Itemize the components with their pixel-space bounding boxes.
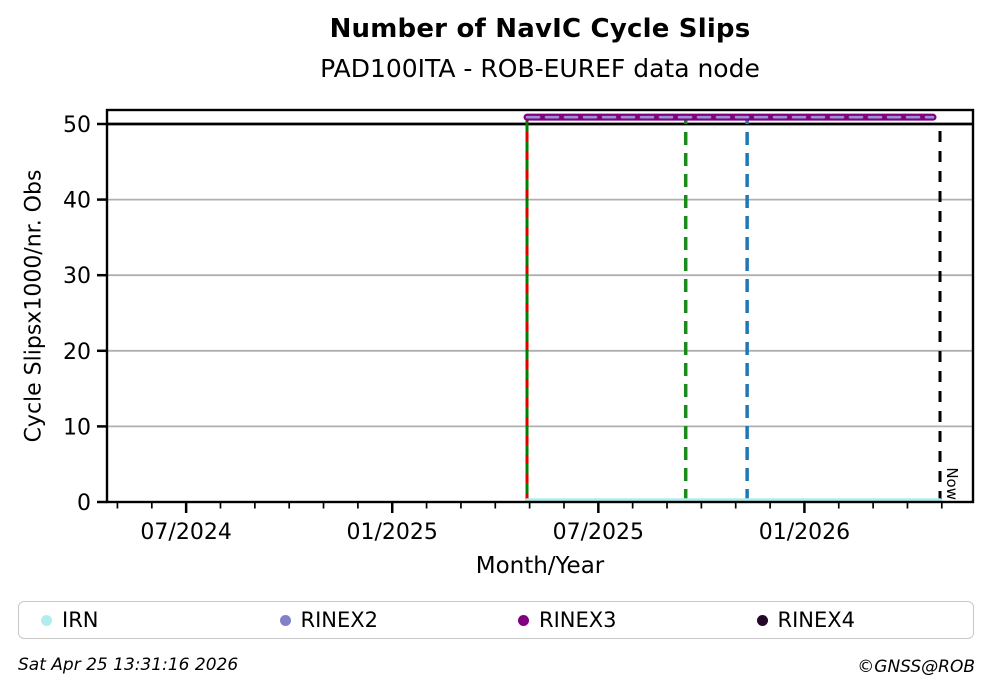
y-tick-label: 40 xyxy=(63,189,91,214)
legend-label-rinex4: RINEX4 xyxy=(777,608,856,632)
rinex2-marker-icon xyxy=(279,614,291,626)
plot-area: Now 0 10 20 30 40 50 07/2024 01/2025 07/2025 01/20… xyxy=(63,108,975,545)
x-axis-label: Month/Year xyxy=(475,553,605,579)
chart-subtitle: PAD100ITA - ROB-EUREF data node xyxy=(320,54,760,83)
legend-item-rinex4: RINEX4 xyxy=(735,608,974,632)
rinex3-marker-icon xyxy=(518,614,529,626)
plot-timestamp: Sat Apr 25 13:31:16 2026 xyxy=(18,655,239,675)
irn-marker-icon xyxy=(41,614,52,626)
rinex4-marker-icon xyxy=(756,614,768,626)
legend-item-irn: IRN xyxy=(19,608,258,632)
legend-label-rinex3: RINEX3 xyxy=(539,608,617,632)
x-tick-label: 01/2025 xyxy=(347,520,438,545)
y-tick-label: 30 xyxy=(63,264,91,289)
legend-item-rinex2: RINEX2 xyxy=(258,608,497,632)
chart-title: Number of NavIC Cycle Slips xyxy=(329,14,751,44)
y-axis-label: Cycle Slipsx1000/nr. Obs xyxy=(21,169,47,443)
copyright-credit: ©GNSS@ROB xyxy=(857,657,975,677)
y-tick-label: 10 xyxy=(63,415,91,440)
chart-legend: IRN RINEX2 RINEX3 RINEX4 xyxy=(18,601,974,639)
now-label: Now xyxy=(943,467,961,500)
y-tick-label: 50 xyxy=(63,113,91,138)
x-tick-label: 07/2024 xyxy=(140,520,231,545)
legend-label-rinex2: RINEX2 xyxy=(300,608,379,632)
x-tick-label: 01/2026 xyxy=(759,520,850,545)
x-tick-label: 07/2025 xyxy=(553,520,644,545)
y-tick-label: 20 xyxy=(63,340,91,365)
legend-label-irn: IRN xyxy=(62,608,99,632)
y-tick-label: 0 xyxy=(77,491,91,516)
plot-frame xyxy=(105,108,975,504)
legend-item-rinex3: RINEX3 xyxy=(496,608,735,632)
